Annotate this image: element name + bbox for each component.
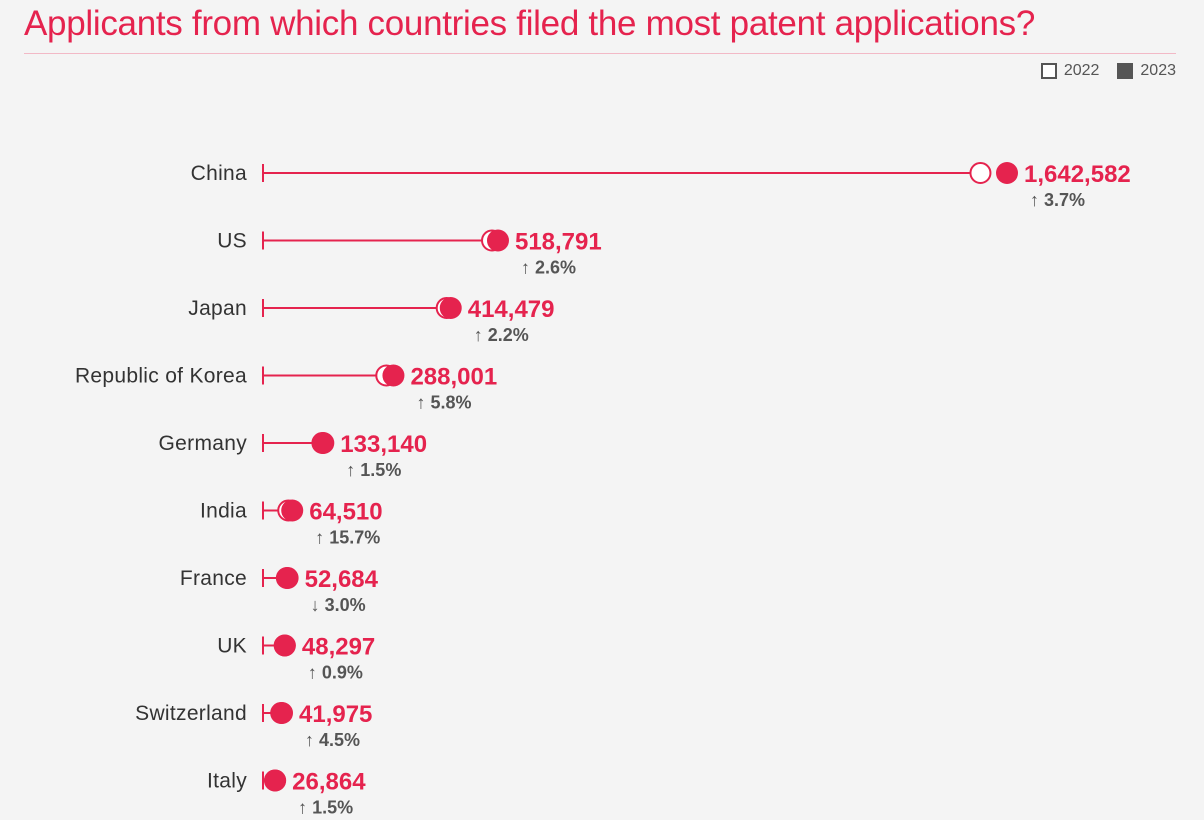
dot-2023: [273, 634, 296, 657]
legend-item-2022: 2022: [1040, 62, 1100, 80]
category-label: China: [191, 162, 247, 185]
category-label: Germany: [159, 432, 248, 455]
value-label: 64,510: [309, 499, 382, 526]
category-label: India: [200, 500, 247, 523]
chart-legend: 2022 2023: [1040, 62, 1176, 80]
legend-item-2023: 2023: [1117, 62, 1176, 80]
dot-2023: [264, 769, 287, 792]
category-label: Republic of Korea: [75, 365, 247, 388]
value-label: 26,864: [292, 769, 366, 796]
change-label: ↑ 5.8%: [416, 393, 471, 413]
change-label: ↓ 3.0%: [311, 595, 366, 615]
category-label: France: [180, 567, 247, 590]
dot-2022: [969, 162, 992, 184]
value-label: 41,975: [299, 701, 372, 728]
dot-2023: [486, 229, 509, 252]
dot-2023: [271, 702, 294, 724]
value-label: 288,001: [410, 364, 497, 391]
dot-2023: [275, 567, 298, 589]
value-label: 48,297: [302, 634, 375, 661]
change-label: ↑ 4.5%: [305, 730, 360, 750]
legend-swatch-filled: [1117, 63, 1134, 79]
category-label: Japan: [188, 297, 247, 320]
value-label: 414,479: [468, 296, 555, 323]
change-label: ↑ 1.5%: [346, 460, 401, 480]
change-label: ↑ 3.7%: [1030, 190, 1085, 210]
value-label: 52,684: [305, 566, 379, 593]
category-label: Switzerland: [135, 702, 247, 725]
change-label: ↑ 2.6%: [521, 258, 576, 278]
value-label: 1,642,582: [1024, 161, 1131, 188]
dot-2023: [439, 297, 462, 319]
change-label: ↑ 0.9%: [308, 663, 363, 683]
dot-2023: [312, 432, 335, 454]
dot-2023: [382, 364, 405, 387]
dot-2023: [996, 162, 1018, 184]
change-label: ↑ 2.2%: [474, 325, 529, 345]
legend-label-2022: 2022: [1063, 62, 1100, 79]
change-label: ↑ 15.7%: [315, 528, 380, 548]
category-label: US: [217, 230, 247, 253]
value-label: 518,791: [515, 229, 602, 256]
category-label: UK: [217, 635, 247, 658]
chart-title: Applicants from which countries filed th…: [24, 4, 1035, 43]
legend-label-2023: 2023: [1140, 62, 1176, 79]
change-label: ↑ 1.5%: [298, 798, 353, 818]
category-label: Italy: [207, 770, 247, 793]
dot-2023: [281, 499, 304, 522]
legend-swatch-hollow: [1040, 63, 1057, 79]
title-divider: [24, 53, 1176, 54]
value-label: 133,140: [340, 431, 427, 458]
